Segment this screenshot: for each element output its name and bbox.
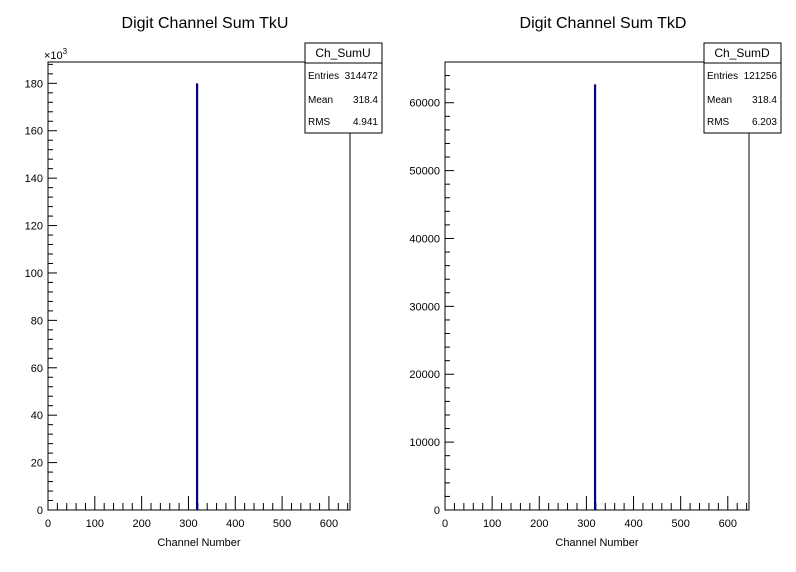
y-tick-label: 40 [31,410,43,422]
y-tick-label: 20000 [409,369,440,381]
x-tick-label: 0 [45,518,51,530]
stats-name: Ch_SumU [315,46,370,60]
plot-frame [47,61,351,511]
stats-box: Ch_SumU Entries 314472 Mean 318.4 RMS 4.… [304,42,383,134]
stats-name: Ch_SumD [714,46,770,60]
x-tick-label: 300 [577,518,595,530]
stats-mean-value: 318.4 [353,95,378,106]
y-tick-label: 60 [31,363,43,375]
x-tick-label: 600 [719,518,737,530]
y-tick-label: 180 [25,78,43,90]
x-tick-label: 200 [132,518,150,530]
x-tick-label: 200 [530,518,548,530]
stats-rms-label: RMS [308,117,331,128]
y-tick-label: 60000 [409,98,440,110]
stats-entries-label: Entries [308,71,339,82]
stats-rms-label: RMS [707,117,730,128]
histogram-pad-tku: Digit Channel Sum TkU 0 20 40 60 80 100 120 140… [25,15,383,549]
x-tick-label: 100 [86,518,104,530]
y-tick-label: 30000 [409,301,440,313]
y-tick-label: 160 [25,126,43,138]
x-tick-label: 500 [671,518,689,530]
stats-mean-label: Mean [308,95,333,106]
y-tick-label: 10000 [409,437,440,449]
x-tick-label: 0 [442,518,448,530]
plot-frame [444,61,750,511]
x-axis-label: Channel Number [157,537,240,549]
y-tick-label: 0 [37,505,43,517]
x-axis: 0 100 200 300 400 500 600 [442,496,748,530]
stats-entries-value: 121256 [744,71,778,82]
x-tick-label: 500 [273,518,291,530]
histogram-pad-tkd: Digit Channel Sum TkD 0 10000 20000 30000 40… [409,15,782,549]
y-tick-label: 100 [25,268,43,280]
stats-mean-label: Mean [707,95,732,106]
x-tick-label: 100 [483,518,501,530]
x-tick-label: 300 [179,518,197,530]
y-tick-label: 0 [434,505,440,517]
x-tick-label: 400 [624,518,642,530]
y-tick-label: 80 [31,315,43,327]
stats-rms-value: 6.203 [752,117,777,128]
plot-title: Digit Channel Sum TkD [520,15,687,32]
stats-mean-value: 318.4 [752,95,777,106]
y-tick-label: 50000 [409,166,440,178]
x-tick-label: 400 [226,518,244,530]
y-tick-label: 140 [25,173,43,185]
x-axis: 0 100 200 300 400 500 600 [45,496,349,530]
stats-entries-value: 314472 [345,71,379,82]
y-tick-label: 20 [31,458,43,470]
stats-box: Ch_SumD Entries 121256 Mean 318.4 RMS 6.… [703,42,782,134]
stats-rms-value: 4.941 [353,117,378,128]
y-axis: 0 10000 20000 30000 40000 50000 60000 [409,61,454,517]
plot-title: Digit Channel Sum TkU [122,15,289,32]
stats-entries-label: Entries [707,71,738,82]
x-tick-label: 600 [320,518,338,530]
x-axis-label: Channel Number [555,537,638,549]
y-axis-multiplier: ×103 [44,47,68,62]
y-axis: 0 20 40 60 80 100 120 140 160 180 [25,63,57,517]
y-tick-label: 120 [25,221,43,233]
y-tick-label: 40000 [409,233,440,245]
